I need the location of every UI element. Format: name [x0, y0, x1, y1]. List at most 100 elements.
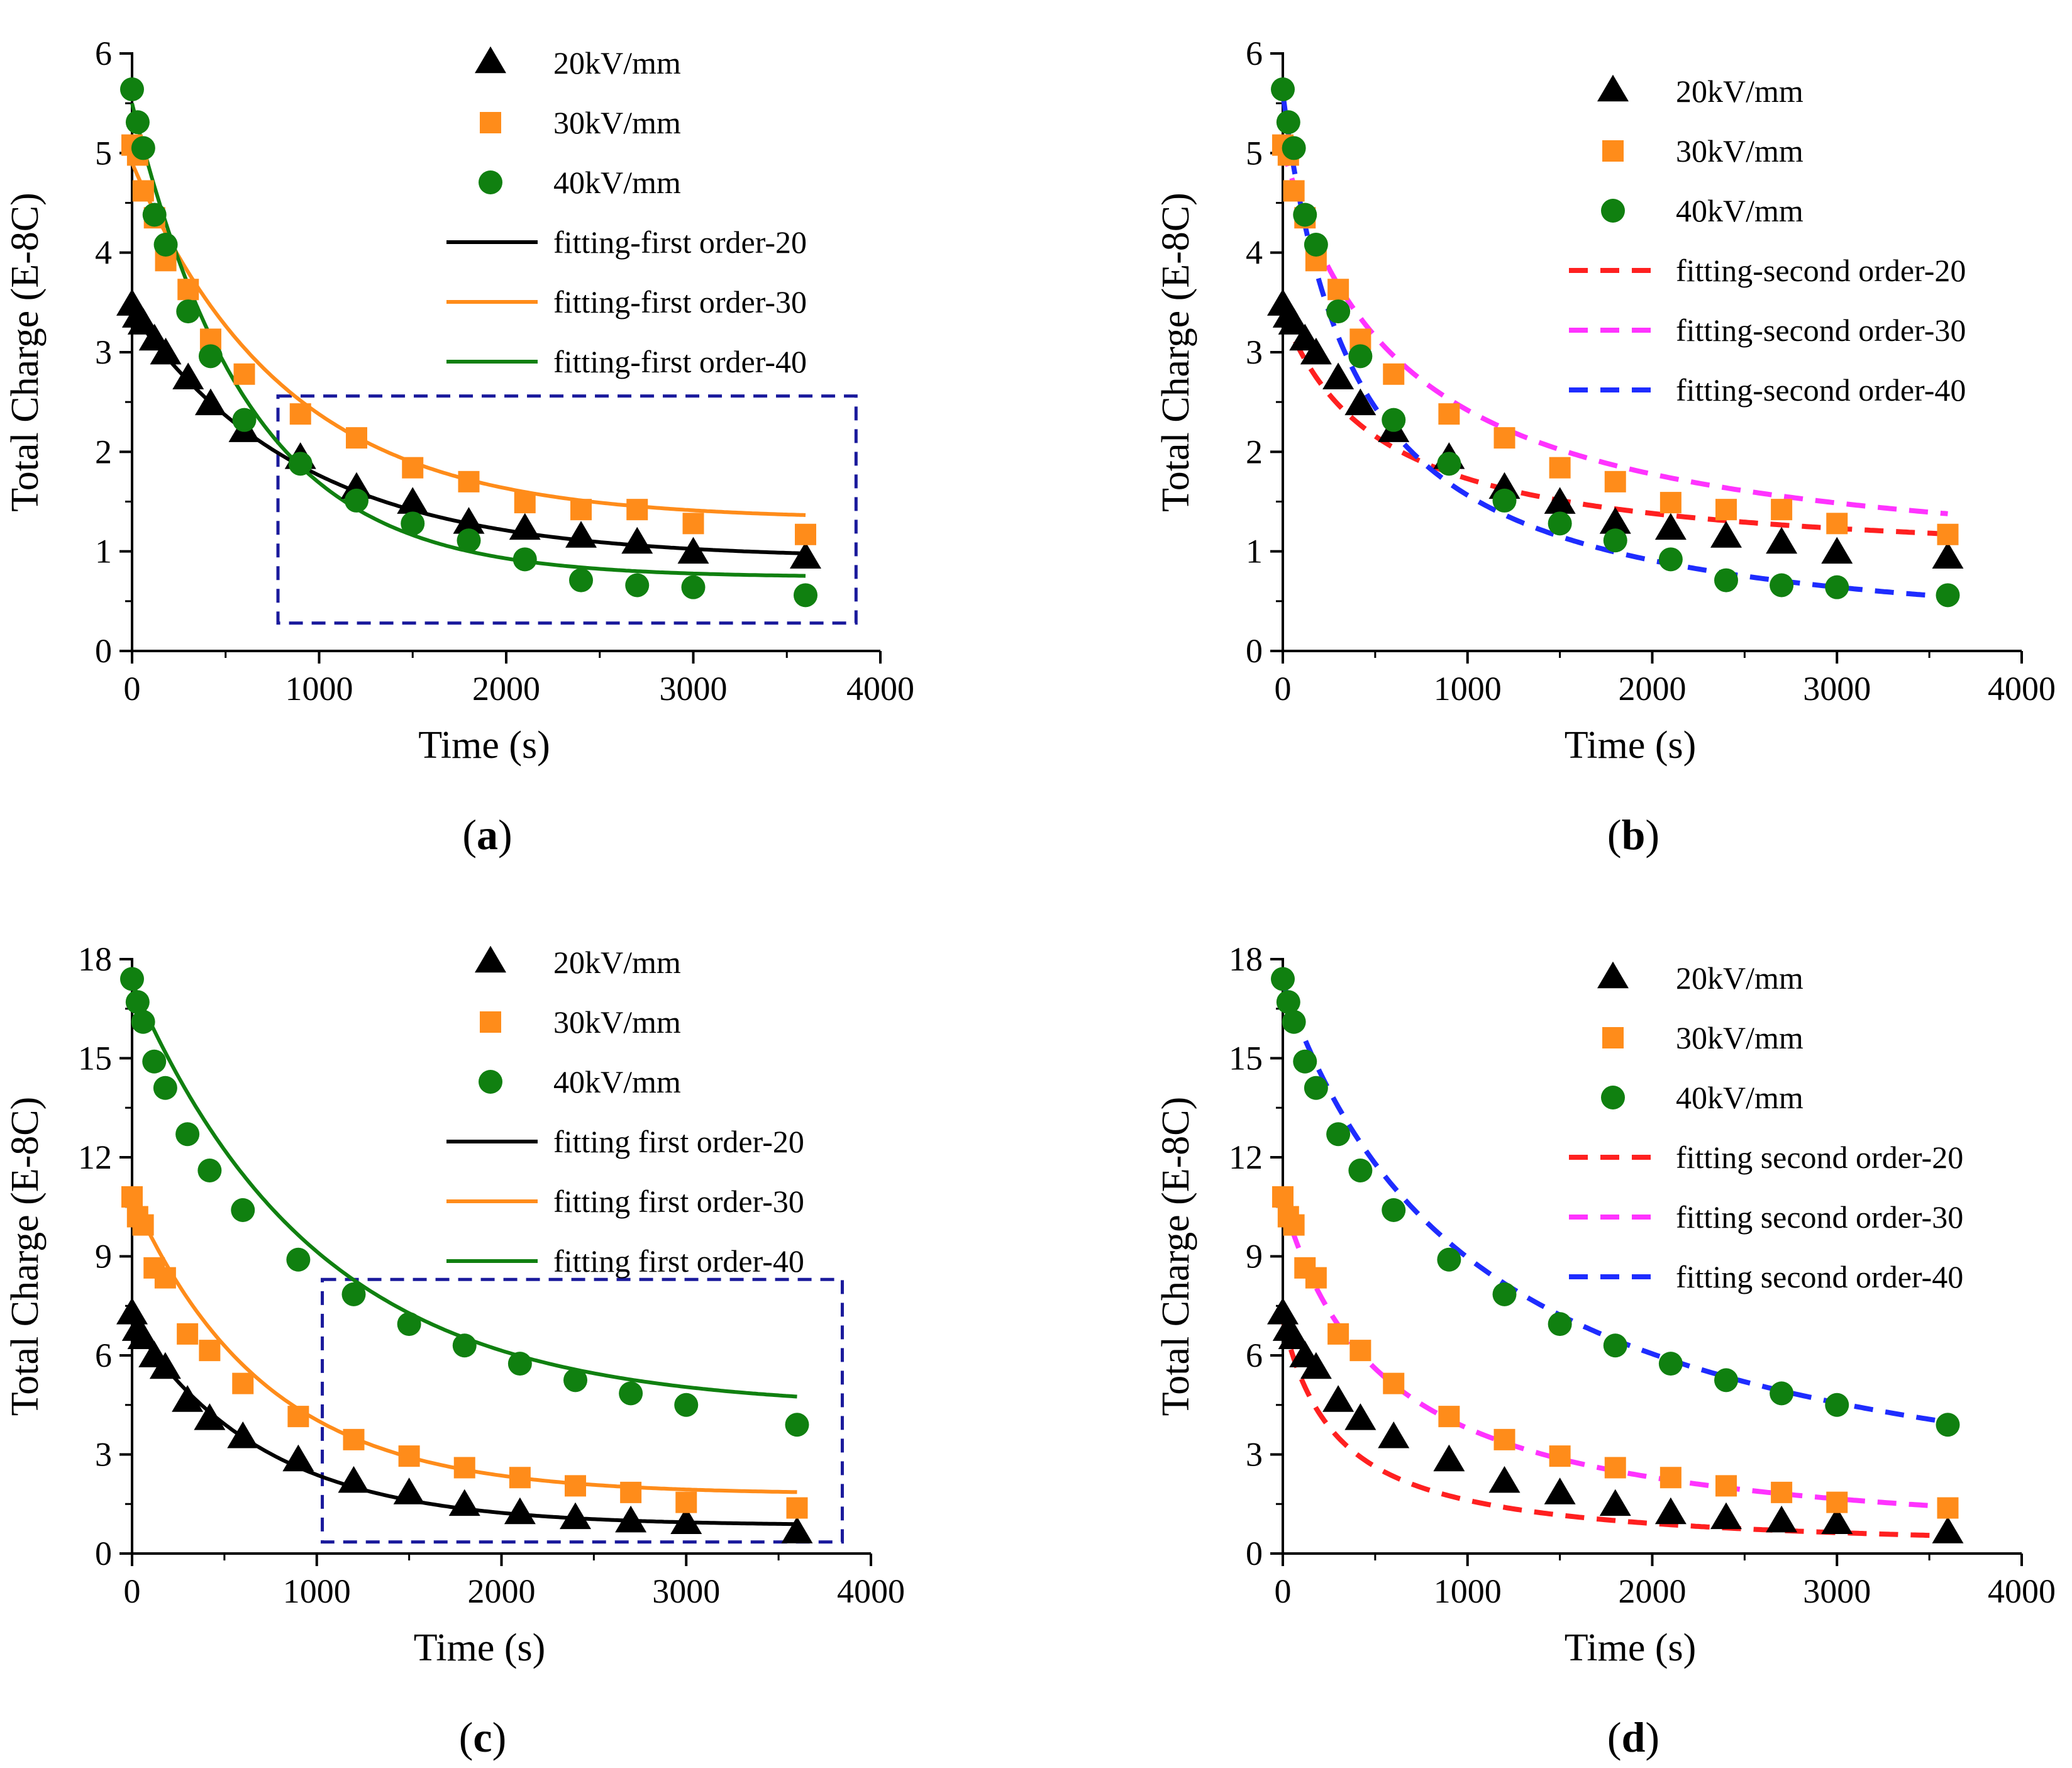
data-point	[570, 499, 592, 521]
data-point	[131, 1009, 155, 1034]
x-tick-label: 0	[1275, 1572, 1292, 1610]
legend-marker	[1601, 1086, 1625, 1109]
data-point	[397, 1312, 421, 1337]
data-point	[1604, 470, 1626, 492]
data-point	[670, 1507, 702, 1534]
data-point	[453, 507, 485, 534]
legend-label: fitting first order-40	[553, 1243, 804, 1279]
data-point	[142, 203, 167, 227]
data-point	[402, 457, 424, 479]
data-point	[1654, 513, 1687, 540]
x-axis-title: Time (s)	[414, 1626, 546, 1669]
data-point	[1322, 362, 1355, 389]
y-tick-label: 3	[1246, 1436, 1263, 1474]
legend-label: 40kV/mm	[553, 1064, 681, 1099]
x-tick-label: 4000	[1988, 1572, 2056, 1610]
data-point	[681, 575, 706, 599]
data-point	[341, 1282, 366, 1306]
y-tick-label: 3	[95, 1436, 112, 1474]
data-point	[1932, 1516, 1964, 1543]
legend-label: 40kV/mm	[1676, 1080, 1803, 1115]
data-point	[452, 1333, 477, 1358]
data-point	[1710, 521, 1742, 548]
data-point	[233, 363, 255, 385]
data-point	[1492, 488, 1517, 513]
data-point	[1383, 363, 1405, 385]
data-point	[1654, 1497, 1687, 1525]
data-point	[1825, 1393, 1849, 1417]
legend: 20kV/mm 30kV/mm 40kV/mm fitting-second orde…	[1569, 74, 1966, 408]
x-tick-label: 3000	[1803, 1572, 1871, 1610]
data-point	[132, 1214, 154, 1236]
legend-label: fitting first order-30	[553, 1184, 804, 1219]
data-point	[338, 1465, 370, 1493]
chart-panel-c: 0 1000 2000 3000 4000 0 3 6 9 12 15 18 Time (s) Total…	[4, 940, 905, 1761]
x-axis-title: Time (s)	[1565, 1626, 1697, 1669]
data-point	[197, 1159, 222, 1182]
data-point	[153, 233, 178, 257]
legend-label: 30kV/mm	[1676, 1020, 1803, 1055]
series-0-points	[1267, 1298, 1964, 1543]
y-tick-label: 0	[1246, 632, 1263, 670]
data-point	[1715, 499, 1737, 521]
data-point	[1548, 1312, 1572, 1337]
y-tick-label: 18	[1229, 940, 1263, 978]
data-point	[177, 279, 199, 301]
data-point	[393, 1477, 425, 1504]
legend-label: fitting-first order-40	[553, 344, 807, 379]
data-point	[232, 1372, 254, 1394]
data-point	[1714, 1368, 1738, 1393]
data-point	[565, 1475, 586, 1497]
data-point	[176, 299, 201, 324]
y-tick-label: 6	[1246, 35, 1263, 72]
data-point	[619, 1381, 643, 1406]
data-point	[509, 1467, 531, 1489]
data-point	[1276, 110, 1300, 135]
legend-marker	[475, 46, 506, 74]
legend-label: fitting second order-40	[1676, 1259, 1963, 1294]
data-point	[1715, 1475, 1737, 1497]
data-point	[1659, 492, 1681, 514]
data-point	[1276, 990, 1300, 1015]
x-tick-label: 0	[124, 670, 141, 708]
legend: 20kV/mm 30kV/mm 40kV/mm fitting first order…	[446, 945, 804, 1279]
y-tick-label: 5	[1246, 134, 1263, 172]
data-point	[504, 1497, 536, 1525]
legend-marker	[480, 112, 501, 133]
legend-label: fitting second order-30	[1676, 1199, 1963, 1235]
chart-panel-a: 0 1000 2000 3000 4000 0 1 2 3 4 5 6 Time (s) Total Ch…	[4, 35, 914, 859]
data-point	[150, 337, 182, 365]
data-point	[1932, 542, 1964, 569]
data-point	[1826, 513, 1848, 535]
data-point	[1766, 526, 1798, 554]
data-point	[127, 1322, 159, 1349]
data-point	[1821, 537, 1853, 564]
data-point	[1770, 573, 1794, 598]
data-point	[343, 1428, 365, 1450]
data-point	[1492, 1282, 1517, 1306]
data-point	[194, 1403, 226, 1430]
data-point	[1599, 1489, 1631, 1516]
y-tick-label: 2	[1246, 433, 1263, 470]
series-2-points	[120, 967, 809, 1437]
data-point	[675, 1491, 697, 1513]
legend-marker	[479, 1070, 502, 1094]
legend-label: 20kV/mm	[1676, 960, 1803, 996]
x-tick-label: 2000	[1619, 1572, 1687, 1610]
data-point	[1293, 1049, 1317, 1074]
data-point	[1826, 1491, 1848, 1513]
y-tick-label: 1	[95, 533, 112, 570]
data-point	[1493, 1428, 1515, 1450]
x-axis-title: Time (s)	[1565, 724, 1697, 767]
panel-label: (c)	[459, 1713, 507, 1761]
y-tick-label: 5	[95, 134, 112, 172]
data-point	[626, 499, 648, 521]
chart-panel-b: 0 1000 2000 3000 4000 0 1 2 3 4 5 6 Time (s) Total Ch…	[1155, 35, 2056, 859]
fit-curve-1	[130, 162, 806, 517]
data-point	[569, 568, 593, 592]
y-tick-label: 18	[78, 940, 112, 978]
data-point	[781, 1516, 813, 1543]
data-point	[453, 1457, 475, 1479]
legend-label: fitting second order-20	[1676, 1140, 1963, 1175]
